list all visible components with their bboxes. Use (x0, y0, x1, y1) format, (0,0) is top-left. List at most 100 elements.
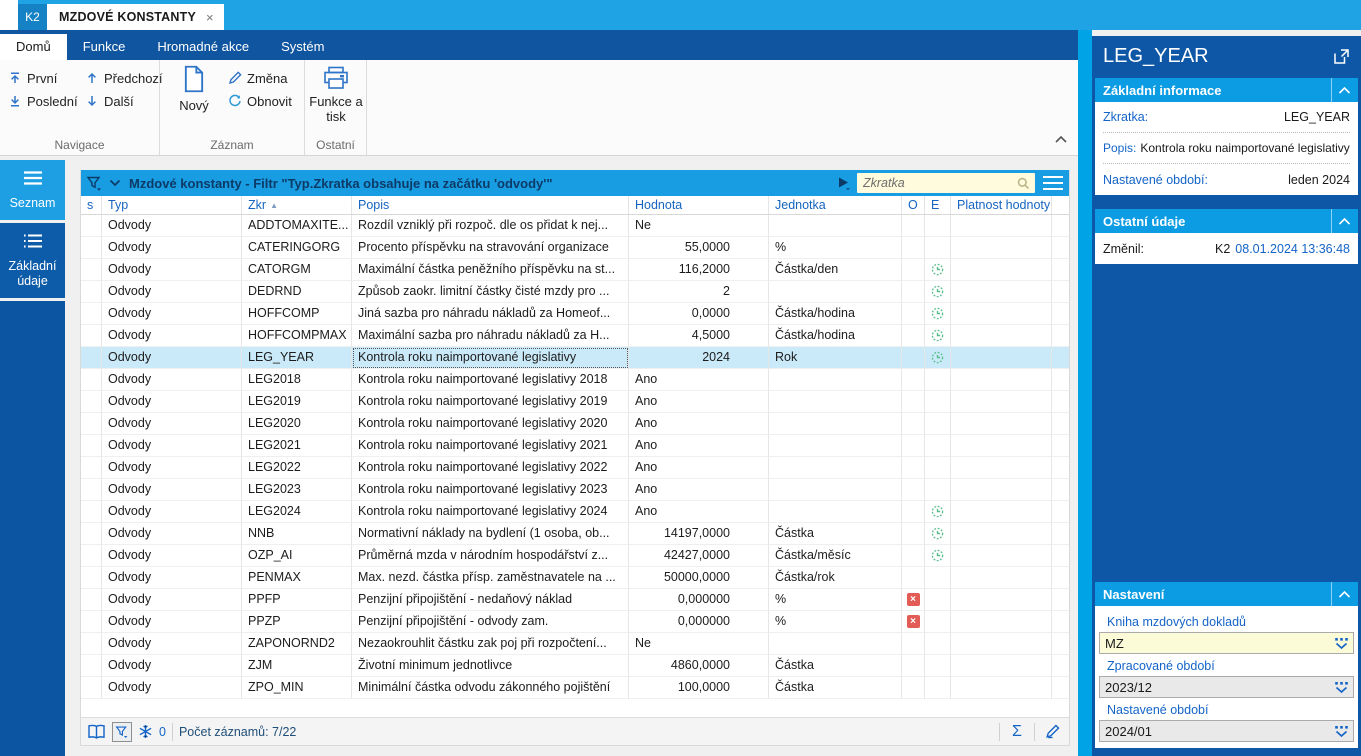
column-header-e[interactable]: E (925, 196, 951, 214)
column-header-platnost[interactable]: Platnost hodnoty (951, 196, 1052, 214)
grid-menu-icon[interactable] (1041, 174, 1065, 192)
cell-popis: Kontrola roku naimportované legislativy (352, 347, 629, 369)
sidebar-item-seznam[interactable]: Seznam (0, 160, 65, 220)
cell-jednotka (769, 413, 902, 435)
section-header-other-info[interactable]: Ostatní údaje (1095, 209, 1358, 233)
table-row[interactable]: Odvody LEG2021 Kontrola roku naimportované… (81, 435, 1069, 457)
cell-filler (1052, 523, 1069, 545)
close-icon[interactable]: × (206, 9, 214, 25)
table-row[interactable]: Odvody PPZP Penzijní připojištění - odvody… (81, 611, 1069, 633)
new-button[interactable]: Nový (172, 64, 216, 113)
document-tab[interactable]: MZDOVÉ KONSTANTY × (47, 4, 224, 30)
cell-popis: Kontrola roku naimportované legislativy … (352, 413, 629, 435)
cell-s (81, 523, 102, 545)
table-row[interactable]: Odvody DEDRND Způsob zaokr. limitní částky… (81, 281, 1069, 303)
table-header-row: s Typ Zkr ▲ Popis Hodnota Jednotka O E Platnost h… (81, 196, 1069, 215)
table-row[interactable]: Odvody ZJM Životní minimum jednotlivce 4860… (81, 655, 1069, 677)
cell-zkr: ZPO_MIN (242, 677, 352, 699)
section-header-basic-info[interactable]: Základní informace (1095, 78, 1358, 102)
cell-filler (1052, 655, 1069, 677)
next-button[interactable]: Další (85, 91, 134, 111)
cell-o (902, 501, 925, 523)
column-header-popis[interactable]: Popis (352, 196, 629, 214)
table-row[interactable]: Odvody LEG2018 Kontrola roku naimportované… (81, 369, 1069, 391)
column-header-hodnota[interactable]: Hodnota (629, 196, 769, 214)
column-header-typ[interactable]: Typ (102, 196, 242, 214)
cell-hodnota: Ano (629, 479, 769, 501)
panel-divider-strip[interactable] (1078, 30, 1092, 756)
cell-popis: Maximální sazba pro náhradu nákladů za H… (352, 325, 629, 347)
table-row[interactable]: Odvody ZPO_MIN Minimální částka odvodu zák… (81, 677, 1069, 699)
cell-e (925, 545, 951, 567)
cell-e (925, 391, 951, 413)
table-row[interactable]: Odvody HOFFCOMP Jiná sazba pro náhradu nák… (81, 303, 1069, 325)
cell-platnost (951, 567, 1052, 589)
first-button[interactable]: První (8, 68, 57, 88)
refresh-button[interactable]: Obnovit (228, 91, 292, 111)
processed-period-select[interactable]: 2023/12 (1099, 676, 1354, 698)
cell-filler (1052, 457, 1069, 479)
snowflake-icon[interactable] (138, 724, 153, 739)
table-row[interactable]: Odvody LEG_YEAR Kontrola roku naimportovan… (81, 347, 1069, 369)
cell-platnost (951, 545, 1052, 567)
ribbon-tab-hromadne-akce[interactable]: Hromadné akce (157, 39, 250, 54)
cell-platnost (951, 413, 1052, 435)
sidebar-fill (0, 301, 65, 756)
play-filter-icon[interactable] (837, 176, 851, 190)
ribbon-tab-domu[interactable]: Domů (0, 34, 67, 60)
set-period-select[interactable]: 2024/01 (1099, 720, 1354, 742)
cell-zkr: PENMAX (242, 567, 352, 589)
table-row[interactable]: Odvody CATORGM Maximální částka peněžního … (81, 259, 1069, 281)
table-row[interactable]: Odvody LEG2020 Kontrola roku naimportované… (81, 413, 1069, 435)
table-row[interactable]: Odvody ADDTOMAXITE... Rozdíl vzniklý při r… (81, 215, 1069, 237)
previous-button[interactable]: Předchozí (85, 68, 163, 88)
cell-hodnota: Ano (629, 457, 769, 479)
chevron-down-icon[interactable] (109, 179, 121, 187)
cell-jednotka: Částka/rok (769, 567, 902, 589)
cell-typ: Odvody (102, 545, 242, 567)
document-tabbar: K2 MZDOVÉ KONSTANTY × (0, 0, 1361, 30)
table-row[interactable]: Odvody HOFFCOMPMAX Maximální sazba pro náh… (81, 325, 1069, 347)
table-row[interactable]: Odvody LEG2024 Kontrola roku naimportované… (81, 501, 1069, 523)
table-row[interactable]: Odvody LEG2022 Kontrola roku naimportované… (81, 457, 1069, 479)
open-in-window-icon[interactable] (1333, 48, 1350, 65)
table-row[interactable]: Odvody OZP_AI Průměrná mzda v národním hos… (81, 545, 1069, 567)
ribbon-tab-funkce[interactable]: Funkce (82, 39, 126, 54)
table-row[interactable]: Odvody CATERINGORG Procento příspěvku na s… (81, 237, 1069, 259)
filter-funnel-icon[interactable] (86, 175, 103, 192)
column-header-zkr[interactable]: Zkr ▲ (242, 196, 352, 214)
book-icon[interactable] (87, 724, 106, 740)
search-input[interactable] (857, 176, 1017, 190)
cell-o (902, 237, 925, 259)
cell-e (925, 501, 951, 523)
cell-filler (1052, 303, 1069, 325)
print-functions-button[interactable]: Funkce a tisk (307, 64, 365, 124)
cell-e (925, 303, 951, 325)
table-row[interactable]: Odvody PENMAX Max. nezd. částka přísp. zam… (81, 567, 1069, 589)
edit-pencil-icon[interactable] (1041, 724, 1063, 739)
last-button[interactable]: Poslední (8, 91, 78, 111)
change-button[interactable]: Změna (228, 68, 287, 88)
column-header-s[interactable]: s (81, 196, 102, 214)
collapse-ribbon-icon[interactable] (1054, 131, 1068, 149)
table-row[interactable]: Odvody NNB Normativní náklady na bydlení (… (81, 523, 1069, 545)
column-header-jednotka[interactable]: Jednotka (769, 196, 902, 214)
filter-toggle-button[interactable] (112, 721, 132, 742)
section-basic-info: Základní informace Zkratka: LEG_YEAR Pop… (1095, 78, 1358, 195)
app-menu-button[interactable]: K2 (18, 4, 47, 30)
cell-zkr: OZP_AI (242, 545, 352, 567)
sum-icon[interactable]: Σ (1012, 722, 1022, 740)
table-row[interactable]: Odvody ZAPONORND2 Nezaokrouhlit částku zak… (81, 633, 1069, 655)
table-row[interactable]: Odvody PPFP Penzijní připojištění - nedaňo… (81, 589, 1069, 611)
section-header-settings[interactable]: Nastavení (1095, 582, 1358, 606)
cell-typ: Odvody (102, 457, 242, 479)
book-of-wage-documents-select[interactable]: MZ (1099, 632, 1354, 654)
cell-e (925, 479, 951, 501)
column-header-o[interactable]: O (902, 196, 925, 214)
table-row[interactable]: Odvody LEG2023 Kontrola roku naimportované… (81, 479, 1069, 501)
table-row[interactable]: Odvody LEG2019 Kontrola roku naimportované… (81, 391, 1069, 413)
ribbon-tab-system[interactable]: Systém (281, 39, 325, 54)
previous-label: Předchozí (104, 70, 163, 86)
sidebar-item-zakladni-udaje[interactable]: Základní údaje (0, 223, 65, 298)
cell-s (81, 567, 102, 589)
